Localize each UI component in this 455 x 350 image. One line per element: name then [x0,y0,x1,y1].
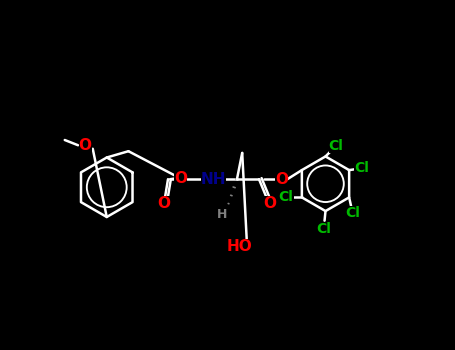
Text: O: O [174,171,187,186]
Text: Cl: Cl [329,139,344,153]
Text: Cl: Cl [278,190,293,204]
Text: O: O [275,172,288,187]
Text: Cl: Cl [316,222,331,236]
Text: O: O [79,138,91,153]
Text: Cl: Cl [345,206,360,220]
Text: O: O [157,196,170,210]
Text: H: H [217,208,228,221]
Text: NH: NH [201,172,226,187]
Text: O: O [263,196,276,210]
Text: Cl: Cl [354,161,369,175]
Text: HO: HO [226,239,252,254]
